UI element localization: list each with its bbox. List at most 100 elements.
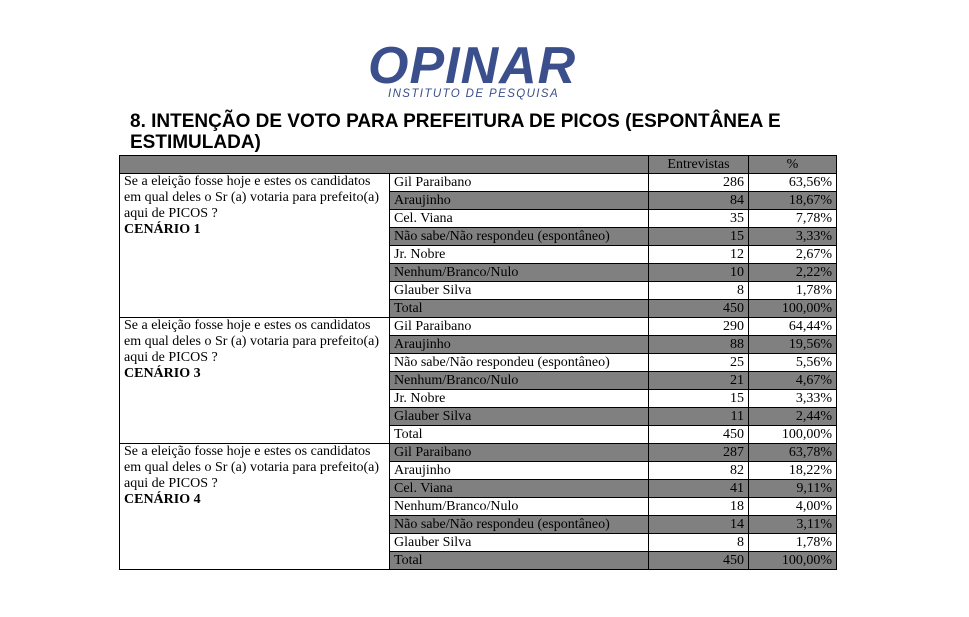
- percent-cell: 2,22%: [748, 263, 837, 282]
- option-cell: Jr. Nobre: [389, 389, 649, 408]
- table-row: Se a eleição fosse hoje e estes os candi…: [119, 317, 837, 444]
- table-row: Araujinho 82 18,22%: [120, 461, 837, 480]
- option-cell: Total: [389, 299, 649, 318]
- count-cell: 18: [648, 497, 749, 516]
- count-cell: 35: [648, 209, 749, 228]
- percent-cell: 100,00%: [748, 551, 837, 570]
- option-cell: Cel. Viana: [389, 479, 649, 498]
- option-cell: Gil Paraibano: [389, 443, 649, 462]
- count-cell: 450: [648, 299, 749, 318]
- option-cell: Glauber Silva: [389, 533, 649, 552]
- table-row: Glauber Silva 11 2,44%: [120, 407, 837, 426]
- question-text: Se a eleição fosse hoje e estes os candi…: [124, 174, 379, 221]
- question-cell: Se a eleição fosse hoje e estes os candi…: [119, 317, 390, 444]
- count-cell: 8: [648, 533, 749, 552]
- question-text: Se a eleição fosse hoje e estes os candi…: [124, 318, 379, 365]
- logo-wordmark: OPINAR: [368, 37, 577, 95]
- table-row: Se a eleição fosse hoje e estes os candi…: [119, 173, 837, 318]
- option-cell: Não sabe/Não respondeu (espontâneo): [389, 515, 649, 534]
- percent-cell: 18,22%: [748, 461, 837, 480]
- table-row: Jr. Nobre 12 2,67%: [120, 245, 837, 264]
- table-row: Se a eleição fosse hoje e estes os candi…: [119, 443, 837, 570]
- table-row: Nenhum/Branco/Nulo 21 4,67%: [120, 371, 837, 390]
- option-cell: Jr. Nobre: [389, 245, 649, 264]
- table-header-row: Entrevistas %: [119, 155, 837, 174]
- header-percent: %: [748, 155, 837, 174]
- count-cell: 450: [648, 551, 749, 570]
- option-cell: Araujinho: [389, 335, 649, 354]
- percent-cell: 2,44%: [748, 407, 837, 426]
- percent-cell: 63,56%: [748, 173, 837, 192]
- table-row: Jr. Nobre 15 3,33%: [120, 389, 837, 408]
- count-cell: 12: [648, 245, 749, 264]
- percent-cell: 1,78%: [748, 533, 837, 552]
- count-cell: 25: [648, 353, 749, 372]
- percent-cell: 64,44%: [748, 317, 837, 336]
- scenario-label: CENÁRIO 1: [124, 222, 201, 237]
- option-cell: Nenhum/Branco/Nulo: [389, 497, 649, 516]
- count-cell: 290: [648, 317, 749, 336]
- question-cell: Se a eleição fosse hoje e estes os candi…: [119, 173, 390, 318]
- header-entrevistas: Entrevistas: [648, 155, 749, 174]
- option-cell: Nenhum/Branco/Nulo: [389, 263, 649, 282]
- table-row: Não sabe/Não respondeu (espontâneo) 14 3,1…: [120, 515, 837, 534]
- count-cell: 21: [648, 371, 749, 390]
- percent-cell: 3,11%: [748, 515, 837, 534]
- table-row: Glauber Silva 8 1,78%: [120, 281, 837, 300]
- table-row: Cel. Viana 41 9,11%: [120, 479, 837, 498]
- count-cell: 8: [648, 281, 749, 300]
- count-cell: 287: [648, 443, 749, 462]
- count-cell: 286: [648, 173, 749, 192]
- question-text: Se a eleição fosse hoje e estes os candi…: [124, 444, 379, 491]
- logo-subtitle: INSTITUTO DE PESQUISA: [388, 88, 560, 100]
- table-row: Araujinho 84 18,67%: [120, 191, 837, 210]
- opinar-logo: OPINAR INSTITUTO DE PESQUISA: [368, 36, 608, 106]
- table-row: Nenhum/Branco/Nulo 10 2,22%: [120, 263, 837, 282]
- option-cell: Glauber Silva: [389, 407, 649, 426]
- page-title: 8. INTENÇÃO DE VOTO PARA PREFEITURA DE P…: [130, 111, 781, 153]
- table-row: Não sabe/Não respondeu (espontâneo) 25 5,5…: [120, 353, 837, 372]
- percent-cell: 4,67%: [748, 371, 837, 390]
- count-cell: 14: [648, 515, 749, 534]
- table-row: Total 450 100,00%: [120, 299, 837, 318]
- option-cell: Não sabe/Não respondeu (espontâneo): [389, 353, 649, 372]
- percent-cell: 3,33%: [748, 389, 837, 408]
- scenario-label: CENÁRIO 4: [124, 492, 201, 507]
- count-cell: 15: [648, 389, 749, 408]
- option-cell: Araujinho: [389, 191, 649, 210]
- question-cell: Se a eleição fosse hoje e estes os candi…: [119, 443, 390, 570]
- count-cell: 84: [648, 191, 749, 210]
- percent-cell: 7,78%: [748, 209, 837, 228]
- option-cell: Gil Paraibano: [389, 173, 649, 192]
- table-row: Nenhum/Branco/Nulo 18 4,00%: [120, 497, 837, 516]
- percent-cell: 18,67%: [748, 191, 837, 210]
- option-cell: Total: [389, 551, 649, 570]
- scenario-label: CENÁRIO 3: [124, 366, 201, 381]
- percent-cell: 19,56%: [748, 335, 837, 354]
- option-cell: Nenhum/Branco/Nulo: [389, 371, 649, 390]
- percent-cell: 4,00%: [748, 497, 837, 516]
- table-row: Não sabe/Não respondeu (espontâneo) 15 3,3…: [120, 227, 837, 246]
- percent-cell: 9,11%: [748, 479, 837, 498]
- percent-cell: 63,78%: [748, 443, 837, 462]
- option-cell: Total: [389, 425, 649, 444]
- option-cell: Cel. Viana: [389, 209, 649, 228]
- percent-cell: 2,67%: [748, 245, 837, 264]
- table-row: Glauber Silva 8 1,78%: [120, 533, 837, 552]
- percent-cell: 5,56%: [748, 353, 837, 372]
- count-cell: 15: [648, 227, 749, 246]
- count-cell: 10: [648, 263, 749, 282]
- option-cell: Gil Paraibano: [389, 317, 649, 336]
- count-cell: 41: [648, 479, 749, 498]
- percent-cell: 1,78%: [748, 281, 837, 300]
- percent-cell: 3,33%: [748, 227, 837, 246]
- count-cell: 450: [648, 425, 749, 444]
- results-table: Entrevistas % Se a eleição fosse hoje e …: [119, 155, 837, 570]
- count-cell: 11: [648, 407, 749, 426]
- option-cell: Araujinho: [389, 461, 649, 480]
- header-blank-cell: [119, 155, 649, 174]
- percent-cell: 100,00%: [748, 299, 837, 318]
- count-cell: 82: [648, 461, 749, 480]
- option-cell: Não sabe/Não respondeu (espontâneo): [389, 227, 649, 246]
- count-cell: 88: [648, 335, 749, 354]
